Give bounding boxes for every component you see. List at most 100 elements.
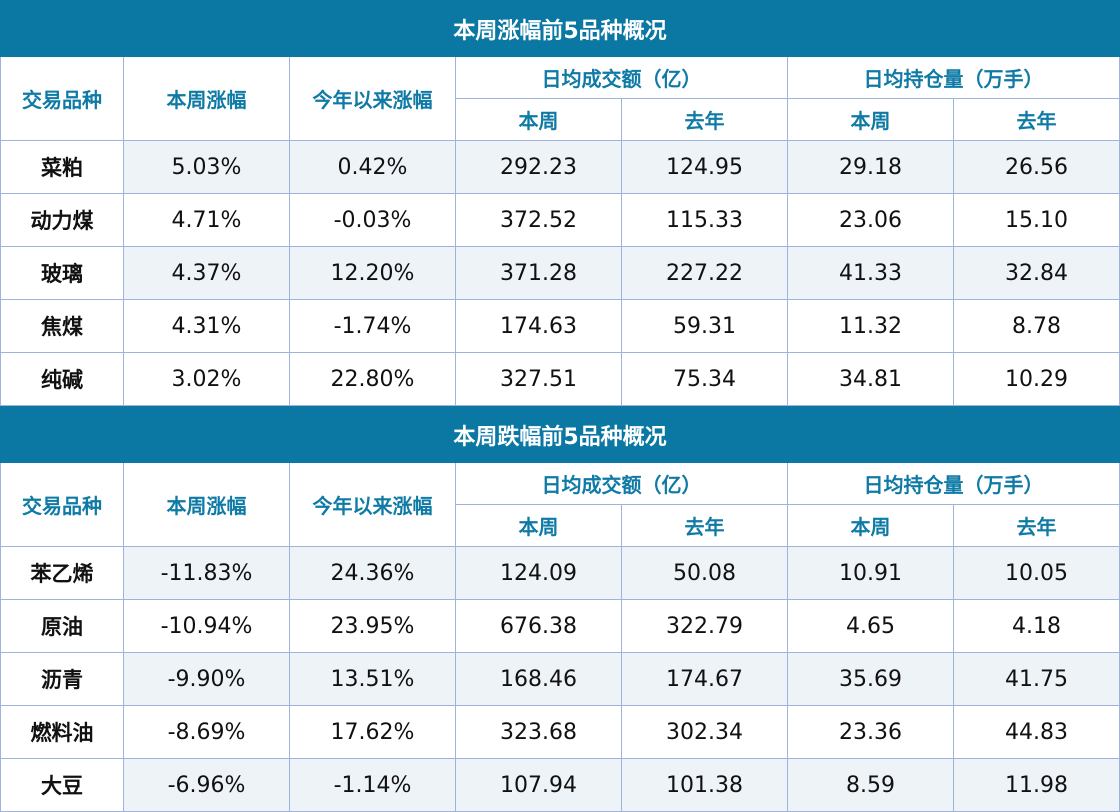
value-cell: -8.69% — [123, 705, 290, 759]
value-cell: 4.71% — [123, 193, 290, 247]
value-cell: 29.18 — [787, 140, 954, 194]
value-cell: 23.95% — [289, 599, 456, 653]
value-cell: 41.33 — [787, 246, 954, 300]
table-row: 菜粕 5.03% 0.42% 292.23 124.95 29.18 26.56 — [0, 140, 1120, 194]
value-cell: 10.91 — [787, 546, 954, 600]
col-header-ytd-change: 今年以来涨幅 — [289, 56, 456, 141]
table-row: 焦煤 4.31% -1.74% 174.63 59.31 11.32 8.78 — [0, 299, 1120, 353]
col-header-avg-turnover: 日均成交额（亿） — [455, 462, 788, 505]
col-header-oi-last-year: 去年 — [952, 98, 1120, 141]
col-header-oi-this-week: 本周 — [787, 98, 954, 141]
variety-cell: 动力煤 — [0, 193, 124, 247]
col-header-turnover-this-week: 本周 — [455, 504, 622, 547]
variety-cell: 菜粕 — [0, 140, 124, 194]
value-cell: 107.94 — [455, 758, 622, 812]
col-header-week-change: 本周涨幅 — [123, 462, 290, 547]
value-cell: 59.31 — [621, 299, 788, 353]
value-cell: 24.36% — [289, 546, 456, 600]
value-cell: -6.96% — [123, 758, 290, 812]
col-header-turnover-last-year: 去年 — [621, 98, 788, 141]
value-cell: -10.94% — [123, 599, 290, 653]
col-header-avg-oi: 日均持仓量（万手） — [786, 56, 1120, 99]
value-cell: 323.68 — [455, 705, 622, 759]
variety-cell: 纯碱 — [0, 352, 124, 406]
value-cell: 12.20% — [289, 246, 456, 300]
variety-cell: 苯乙烯 — [0, 546, 124, 600]
value-cell: 124.09 — [455, 546, 622, 600]
gainers-table: 本周涨幅前5品种概况 交易品种 本周涨幅 今年以来涨幅 日均成交额（亿） 日均持… — [0, 0, 1120, 406]
table-row: 动力煤 4.71% -0.03% 372.52 115.33 23.06 15.10 — [0, 193, 1120, 247]
table-row: 纯碱 3.02% 22.80% 327.51 75.34 34.81 10.29 — [0, 352, 1120, 406]
value-cell: 23.06 — [787, 193, 954, 247]
variety-cell: 燃料油 — [0, 705, 124, 759]
value-cell: 371.28 — [455, 246, 622, 300]
value-cell: 115.33 — [621, 193, 788, 247]
variety-cell: 焦煤 — [0, 299, 124, 353]
value-cell: 4.31% — [123, 299, 290, 353]
variety-cell: 沥青 — [0, 652, 124, 706]
value-cell: 0.42% — [289, 140, 456, 194]
value-cell: 15.10 — [952, 193, 1120, 247]
value-cell: 23.36 — [787, 705, 954, 759]
table-row: 沥青 -9.90% 13.51% 168.46 174.67 35.69 41.75 — [0, 652, 1120, 706]
value-cell: 174.67 — [621, 652, 788, 706]
value-cell: 4.37% — [123, 246, 290, 300]
col-header-turnover-last-year: 去年 — [621, 504, 788, 547]
value-cell: 292.23 — [455, 140, 622, 194]
table-row: 燃料油 -8.69% 17.62% 323.68 302.34 23.36 44.83 — [0, 705, 1120, 759]
value-cell: 8.78 — [952, 299, 1120, 353]
value-cell: 4.18 — [952, 599, 1120, 653]
table-title: 本周涨幅前5品种概况 — [0, 0, 1120, 57]
value-cell: 13.51% — [289, 652, 456, 706]
col-header-oi-last-year: 去年 — [952, 504, 1120, 547]
col-header-variety: 交易品种 — [0, 56, 124, 141]
value-cell: 676.38 — [455, 599, 622, 653]
table-row: 大豆 -6.96% -1.14% 107.94 101.38 8.59 11.98 — [0, 758, 1120, 812]
value-cell: 4.65 — [787, 599, 954, 653]
col-header-variety: 交易品种 — [0, 462, 124, 547]
value-cell: 11.98 — [952, 758, 1120, 812]
value-cell: 75.34 — [621, 352, 788, 406]
variety-cell: 玻璃 — [0, 246, 124, 300]
col-header-avg-oi: 日均持仓量（万手） — [786, 462, 1120, 505]
value-cell: -11.83% — [123, 546, 290, 600]
table-row: 原油 -10.94% 23.95% 676.38 322.79 4.65 4.18 — [0, 599, 1120, 653]
value-cell: 11.32 — [787, 299, 954, 353]
value-cell: -9.90% — [123, 652, 290, 706]
value-cell: 327.51 — [455, 352, 622, 406]
value-cell: 41.75 — [952, 652, 1120, 706]
table-row: 玻璃 4.37% 12.20% 371.28 227.22 41.33 32.84 — [0, 246, 1120, 300]
value-cell: 322.79 — [621, 599, 788, 653]
value-cell: -1.74% — [289, 299, 456, 353]
value-cell: 101.38 — [621, 758, 788, 812]
value-cell: 10.29 — [952, 352, 1120, 406]
value-cell: 302.34 — [621, 705, 788, 759]
value-cell: 372.52 — [455, 193, 622, 247]
col-header-avg-turnover: 日均成交额（亿） — [455, 56, 788, 99]
value-cell: 227.22 — [621, 246, 788, 300]
losers-table: 本周跌幅前5品种概况 交易品种 本周涨幅 今年以来涨幅 日均成交额（亿） 日均持… — [0, 406, 1120, 812]
value-cell: 3.02% — [123, 352, 290, 406]
value-cell: -1.14% — [289, 758, 456, 812]
variety-cell: 大豆 — [0, 758, 124, 812]
value-cell: 26.56 — [952, 140, 1120, 194]
col-header-week-change: 本周涨幅 — [123, 56, 290, 141]
value-cell: 22.80% — [289, 352, 456, 406]
value-cell: 168.46 — [455, 652, 622, 706]
table-row: 苯乙烯 -11.83% 24.36% 124.09 50.08 10.91 10.05 — [0, 546, 1120, 600]
value-cell: 34.81 — [787, 352, 954, 406]
value-cell: -0.03% — [289, 193, 456, 247]
value-cell: 5.03% — [123, 140, 290, 194]
value-cell: 174.63 — [455, 299, 622, 353]
value-cell: 50.08 — [621, 546, 788, 600]
value-cell: 32.84 — [952, 246, 1120, 300]
col-header-turnover-this-week: 本周 — [455, 98, 622, 141]
value-cell: 8.59 — [787, 758, 954, 812]
variety-cell: 原油 — [0, 599, 124, 653]
col-header-oi-this-week: 本周 — [787, 504, 954, 547]
table-title: 本周跌幅前5品种概况 — [0, 406, 1120, 463]
value-cell: 124.95 — [621, 140, 788, 194]
value-cell: 10.05 — [952, 546, 1120, 600]
value-cell: 44.83 — [952, 705, 1120, 759]
